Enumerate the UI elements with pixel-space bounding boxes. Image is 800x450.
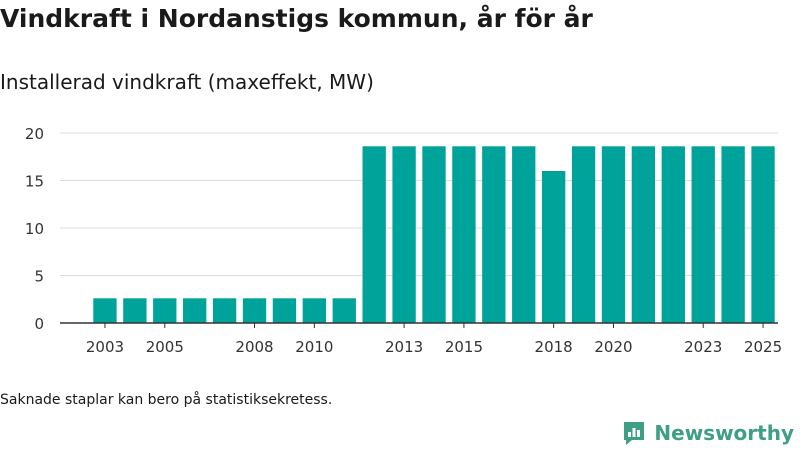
bar-2019 <box>571 146 596 323</box>
bar-2016 <box>482 146 506 323</box>
bar-2005 <box>153 298 177 323</box>
bar-2020 <box>601 146 626 323</box>
y-axis-ticks: 0 5 10 15 20 <box>25 125 44 333</box>
y-tick-label: 0 <box>34 315 44 333</box>
bar-2012 <box>362 146 386 323</box>
x-tick-label: 2025 <box>744 338 782 356</box>
x-tick-label: 2010 <box>295 338 333 356</box>
bar-2009 <box>272 298 297 323</box>
y-tick-label: 5 <box>34 268 44 286</box>
bar-2018 <box>541 171 566 323</box>
bars <box>93 146 775 323</box>
chart-title: Vindkraft i Nordanstigs kommun, år för å… <box>0 4 593 33</box>
bar-2006 <box>183 298 207 323</box>
x-tick-label: 2008 <box>235 338 273 356</box>
x-tick-label: 2003 <box>86 338 124 356</box>
bar-2007 <box>212 298 237 323</box>
x-tick-label: 2015 <box>445 338 483 356</box>
bar-2017 <box>512 146 536 323</box>
x-tick-label: 2020 <box>594 338 632 356</box>
bar-2021 <box>631 146 656 323</box>
bar-2008 <box>242 298 267 323</box>
x-tick-label: 2018 <box>535 338 573 356</box>
x-axis-ticks: 2003 2005 2008 2010 2013 2015 2018 2020 2023 2025 <box>86 323 782 356</box>
gridlines <box>60 132 778 276</box>
brand-logo: Newsworthy <box>622 420 794 446</box>
bar-2022 <box>661 146 685 323</box>
newsworthy-logo-icon <box>624 422 645 445</box>
bar-2025 <box>751 146 775 323</box>
bar-2010 <box>302 298 327 323</box>
bar-2024 <box>721 146 745 323</box>
bar-2014 <box>422 146 446 323</box>
y-tick-label: 15 <box>25 173 44 191</box>
bar-2013 <box>392 146 416 323</box>
y-tick-label: 10 <box>25 220 44 238</box>
bar-2003 <box>93 298 117 323</box>
x-tick-label: 2023 <box>684 338 722 356</box>
bar-2023 <box>691 146 715 323</box>
bar-2015 <box>452 146 476 323</box>
bar-chart: 0 5 10 15 20 2003 2005 2008 2010 2013 2015 2018 202… <box>25 125 782 356</box>
footnote: Saknade staplar kan bero på statistiksek… <box>0 392 333 408</box>
y-tick-label: 20 <box>25 125 44 143</box>
bar-2004 <box>123 298 147 323</box>
bar-2011 <box>332 298 356 323</box>
chart-subtitle: Installerad vindkraft (maxeffekt, MW) <box>0 70 374 94</box>
x-tick-label: 2013 <box>385 338 423 356</box>
x-tick-label: 2005 <box>146 338 184 356</box>
brand-name: Newsworthy <box>654 421 794 445</box>
